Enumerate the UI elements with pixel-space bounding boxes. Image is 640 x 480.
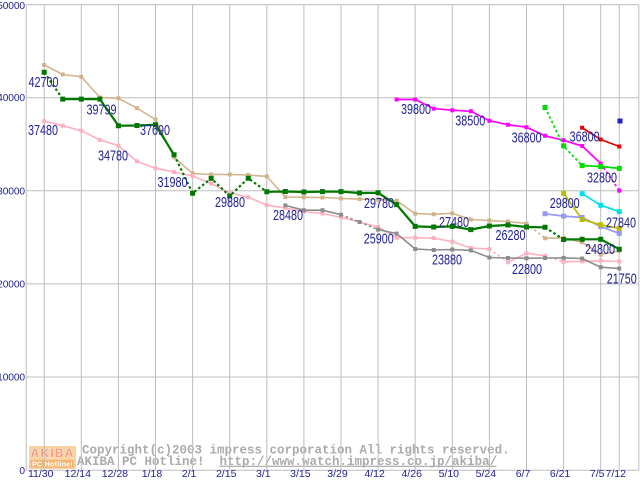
svg-text:12/28: 12/28 [102, 468, 128, 480]
svg-text:PC Hotline!: PC Hotline! [32, 460, 73, 469]
svg-text:31980: 31980 [158, 173, 188, 190]
svg-text:29880: 29880 [215, 193, 245, 210]
svg-text:34780: 34780 [98, 147, 128, 164]
svg-text:42700: 42700 [29, 73, 59, 90]
svg-text:28480: 28480 [273, 206, 303, 223]
svg-text:3/1: 3/1 [256, 468, 271, 480]
svg-text:29780: 29780 [364, 194, 394, 211]
svg-text:37480: 37480 [28, 121, 58, 138]
svg-text:40000: 40000 [0, 93, 25, 104]
svg-text:4/12: 4/12 [364, 468, 385, 480]
svg-text:7/5: 7/5 [590, 468, 605, 480]
svg-text:36800: 36800 [570, 128, 600, 145]
svg-text:21750: 21750 [607, 270, 637, 287]
svg-text:1/18: 1/18 [142, 468, 163, 480]
svg-text:AKIBA: AKIBA [31, 446, 75, 460]
svg-text:AKIBA PC Hotline! http://www.: AKIBA PC Hotline! http://www.watch.impre… [77, 455, 497, 469]
svg-text:26280: 26280 [496, 226, 526, 243]
svg-text:27480: 27480 [439, 213, 469, 230]
svg-text:27840: 27840 [606, 214, 636, 231]
svg-text:20000: 20000 [0, 280, 25, 291]
svg-text:37690: 37690 [140, 121, 170, 138]
svg-text:22800: 22800 [512, 260, 542, 277]
svg-text:5/10: 5/10 [439, 468, 460, 480]
svg-text:12/14: 12/14 [65, 468, 91, 480]
svg-text:25900: 25900 [364, 230, 394, 247]
svg-text:24800: 24800 [585, 240, 615, 257]
svg-text:11/30: 11/30 [28, 468, 54, 480]
svg-text:32800: 32800 [587, 169, 617, 186]
svg-text:5/24: 5/24 [476, 468, 497, 480]
svg-text:2/1: 2/1 [182, 468, 197, 480]
svg-text:4/26: 4/26 [401, 468, 422, 480]
svg-text:50000: 50000 [0, 1, 25, 12]
svg-text:3/29: 3/29 [327, 468, 348, 480]
svg-text:Copyright(c)2003 impress corpo: Copyright(c)2003 impress corporation All… [82, 444, 510, 458]
svg-text:2/15: 2/15 [216, 468, 237, 480]
svg-text:6/21: 6/21 [550, 468, 571, 480]
svg-text:10000: 10000 [0, 373, 25, 384]
svg-text:39800: 39800 [401, 100, 431, 117]
svg-text:30000: 30000 [0, 186, 25, 197]
svg-text:6/7: 6/7 [516, 468, 531, 480]
svg-text:3/15: 3/15 [290, 468, 311, 480]
svg-text:29800: 29800 [550, 194, 580, 211]
svg-text:7/12: 7/12 [606, 468, 627, 480]
svg-text:23880: 23880 [432, 251, 462, 268]
svg-text:39799: 39799 [87, 101, 117, 118]
svg-text:38500: 38500 [455, 112, 485, 129]
svg-text:36800: 36800 [512, 129, 542, 146]
svg-text:0: 0 [19, 466, 25, 477]
